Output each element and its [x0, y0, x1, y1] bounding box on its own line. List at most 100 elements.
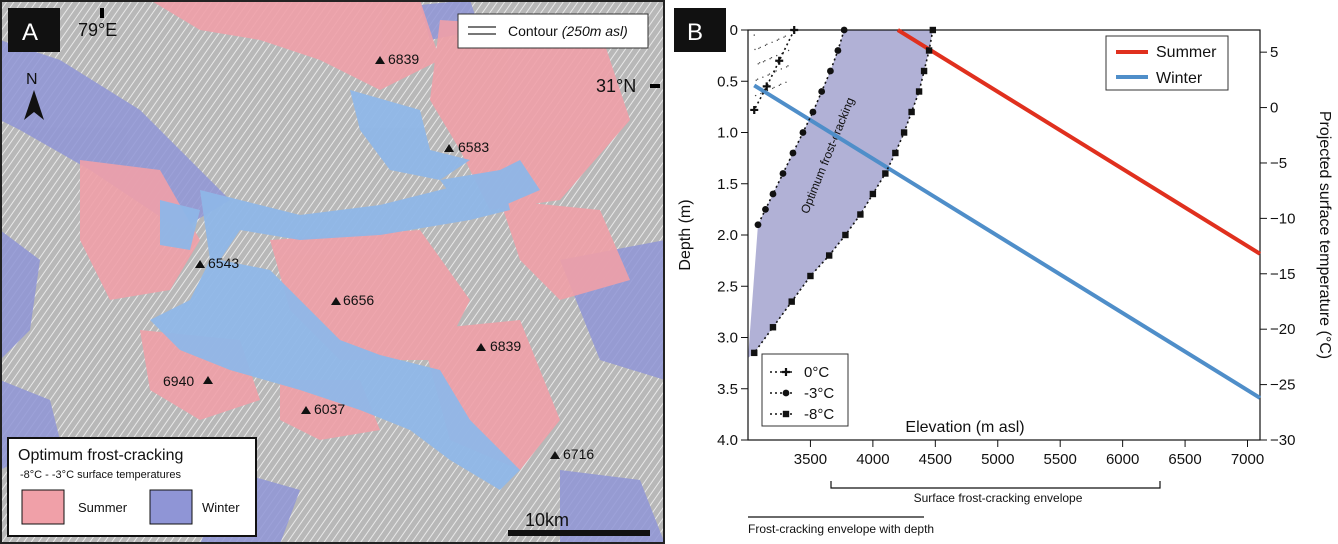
lon-label: 79°E — [78, 20, 117, 40]
frost-cracking-band — [748, 30, 933, 358]
y-tick-label: 3.0 — [717, 330, 738, 347]
contour-legend-unit: (250m asl) — [562, 23, 628, 39]
y2-tick-label: 0 — [1270, 100, 1278, 117]
peak-label: 6940 — [163, 373, 194, 389]
depth-point — [790, 26, 799, 34]
depth-legend-label: -8°C — [804, 406, 834, 423]
depth-legend-marker — [782, 410, 790, 418]
y2-axis-title: Projected surface temperature (°C) — [1316, 111, 1333, 359]
stipple-dot — [775, 70, 777, 72]
stipple-dot — [753, 34, 755, 36]
stipple-dot — [772, 87, 774, 90]
summer-swatch — [21, 489, 65, 525]
surface-envelope-label: Surface frost-cracking envelope — [914, 491, 1083, 505]
peak-label: 6543 — [208, 255, 239, 271]
depth-point — [908, 108, 915, 116]
y-tick-label: 0.5 — [717, 73, 738, 90]
depth-point — [789, 149, 797, 157]
depth-point — [769, 324, 777, 331]
y2-tick-label: −30 — [1270, 432, 1295, 449]
map-frame — [0, 0, 665, 544]
map-legend-title: Optimum frost-cracking — [18, 447, 183, 464]
peak-label: 6037 — [314, 401, 345, 417]
stipple-dot — [758, 62, 761, 64]
peak-triangle-icon — [203, 376, 213, 384]
peak-triangle-icon — [550, 451, 560, 459]
north-label: N — [26, 71, 38, 88]
stipple-dot — [780, 83, 782, 86]
depth-point — [809, 108, 817, 116]
glacier-ice — [150, 90, 540, 490]
contour-legend-text: Contour — [508, 23, 558, 39]
stipple-dot — [773, 86, 775, 89]
lat-tick — [650, 84, 660, 88]
depth-point — [827, 67, 834, 75]
panel-letter: B — [687, 19, 703, 46]
depth-point — [892, 149, 899, 157]
stipple-dot — [762, 76, 764, 78]
peak-triangle-icon — [375, 56, 385, 64]
stipple-dot — [778, 38, 780, 40]
depth-point — [751, 349, 758, 357]
stipple-dot — [787, 65, 789, 67]
contour-legend-box — [457, 13, 649, 49]
depth-point — [920, 67, 928, 75]
depth-point — [762, 205, 769, 213]
panel-letter-box — [674, 8, 726, 52]
surface-envelope-bracket — [830, 481, 1161, 489]
y-axis-title: Depth (m) — [677, 199, 694, 270]
depth-point — [750, 105, 759, 114]
depth-point — [799, 129, 807, 136]
lat-label: 31°N — [596, 76, 636, 96]
stipple-dot — [776, 54, 778, 57]
y2-tick-label: −20 — [1270, 321, 1295, 338]
north-arrow-icon — [24, 90, 44, 120]
x-tick-label: 5500 — [1044, 451, 1077, 468]
stipple-dot — [769, 58, 771, 60]
peak-triangle-icon — [476, 343, 486, 351]
peak-label: 6839 — [490, 338, 521, 354]
depth-legend-label: -3°C — [804, 385, 834, 402]
contour-legend-label: Contour (250m asl) — [508, 23, 628, 39]
stipple-dot — [764, 44, 767, 47]
depth-point — [779, 170, 787, 177]
y-tick-label: 4.0 — [717, 432, 738, 449]
x-axis-title: Elevation (m asl) — [905, 419, 1024, 436]
depth-point — [769, 190, 777, 198]
summer-zones — [80, 0, 630, 470]
peak-label: 6839 — [388, 51, 419, 67]
peak-triangle-icon — [195, 260, 205, 268]
stipple-dot — [760, 92, 762, 95]
stipple-dot — [762, 61, 765, 63]
depth-point — [754, 221, 762, 229]
scale-label: 10km — [525, 510, 569, 530]
winter-legend-label: Winter — [1156, 70, 1203, 87]
y-tick-label: 2.0 — [717, 227, 738, 244]
depth-point — [807, 272, 814, 280]
peak-label: 6656 — [343, 292, 374, 308]
x-tick-label: 6000 — [1106, 451, 1139, 468]
depth-point — [818, 88, 826, 95]
peak-label: 6583 — [458, 139, 489, 155]
stipple-dot — [759, 46, 761, 49]
y-tick-label: 1.5 — [717, 176, 738, 193]
stipple-dot — [768, 73, 771, 75]
depth-legend-label: 0°C — [804, 364, 829, 381]
y-tick-label: 0 — [730, 22, 738, 39]
peak-triangle-icon — [331, 297, 341, 305]
peak-triangle-icon — [301, 406, 311, 414]
winter-temperature-line — [753, 83, 1262, 400]
stipple-dot — [771, 41, 773, 43]
panel-letter-box — [8, 8, 60, 52]
y-tick-label: 2.5 — [717, 278, 738, 295]
stipple-dot — [787, 49, 790, 52]
x-tick-label: 4000 — [856, 451, 889, 468]
winter-swatch — [149, 489, 193, 525]
depth-point — [825, 252, 833, 259]
depth-point — [762, 82, 771, 91]
lon-tick — [100, 8, 104, 18]
y2-tick-label: 5 — [1270, 44, 1278, 61]
x-tick-label: 4500 — [919, 451, 952, 468]
stipple-dot — [758, 47, 760, 50]
